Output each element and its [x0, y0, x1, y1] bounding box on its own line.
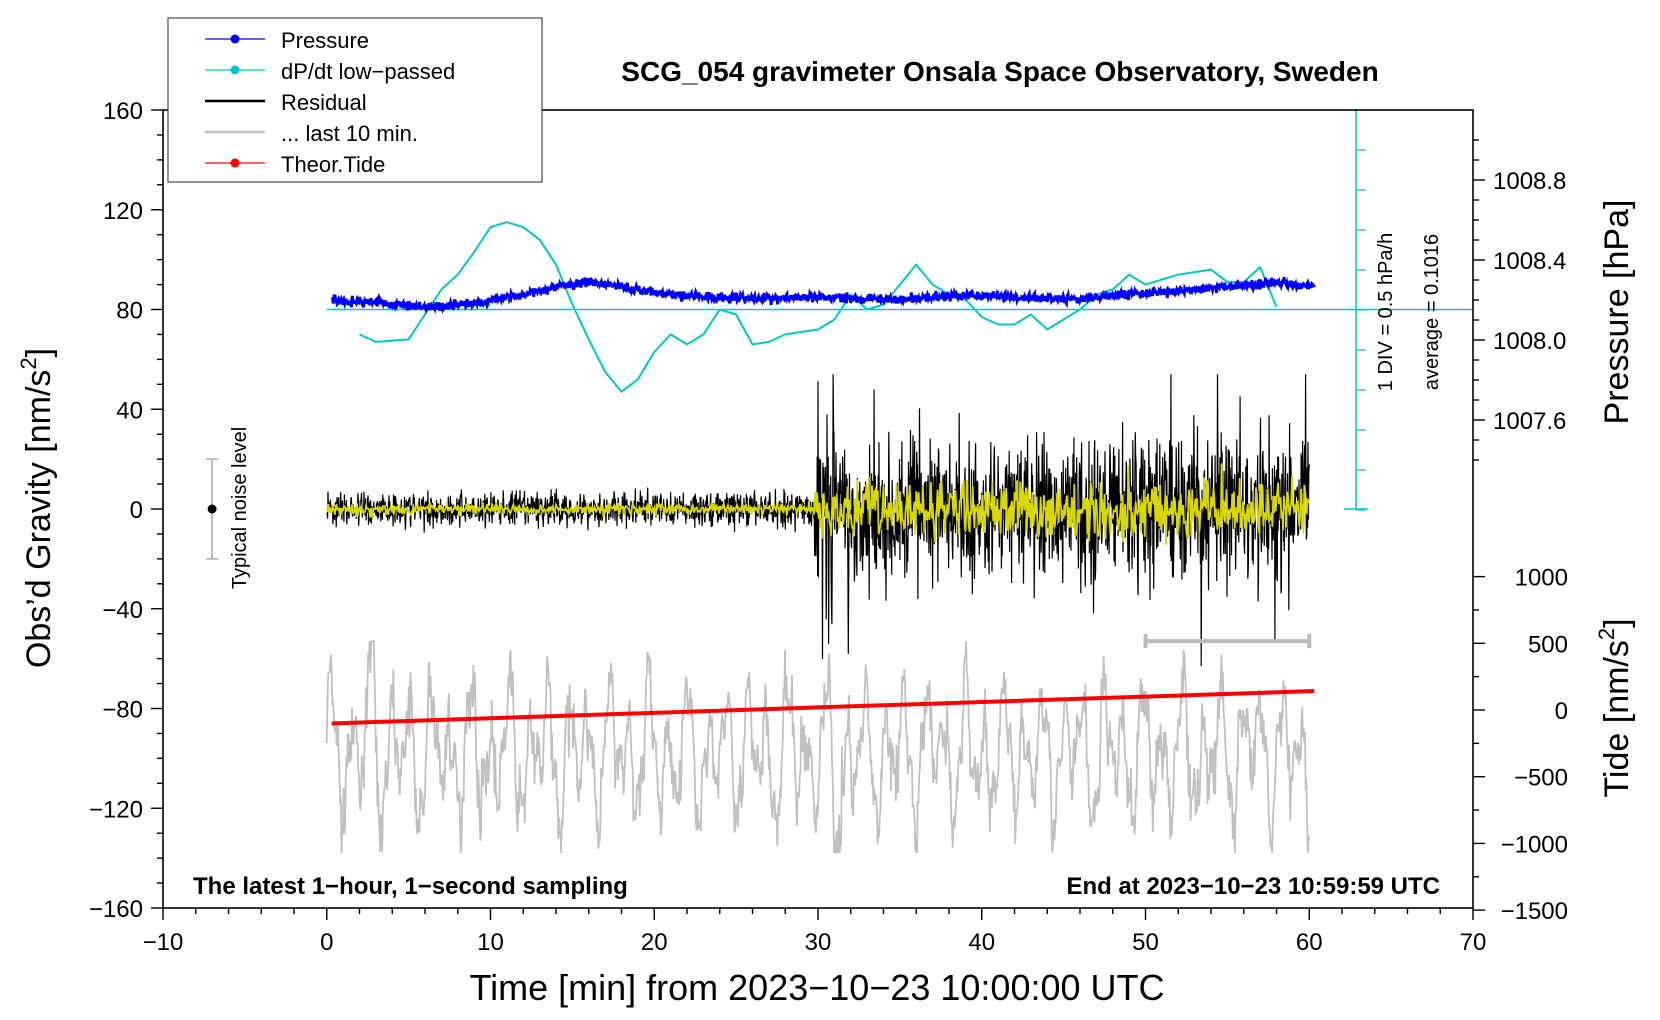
tide-label-bracket: ]: [1598, 618, 1636, 627]
y-tick-label: 40: [116, 397, 143, 424]
y-tick-label: 160: [103, 98, 143, 125]
y-axis-label-gravity: Obs’d Gravity [nm/s2]: [16, 348, 58, 668]
y-tick-label: 80: [116, 298, 143, 325]
chart-title: SCG_054 gravimeter Onsala Space Observat…: [621, 56, 1378, 87]
tide-tick-label: 0: [1555, 698, 1568, 725]
y-axis-label-bracket: ]: [20, 348, 58, 357]
legend-tide-marker: [230, 158, 240, 168]
x-tick-label: 30: [805, 929, 832, 956]
y-axis-label-superscript: 2: [16, 357, 41, 369]
legend: Pressure dP/dt low−passed Residual ... l…: [167, 17, 543, 183]
x-tick-label: 60: [1296, 929, 1323, 956]
dpdt-series-line: [359, 221, 1278, 393]
pressure-series-line: [330, 276, 1316, 315]
tide-label-superscript: 2: [1594, 628, 1619, 640]
tide-tick-label: −500: [1514, 765, 1568, 792]
y-tick-label: −80: [102, 697, 143, 724]
pressure-tick-label: 1008.8: [1493, 168, 1566, 195]
legend-pressure-marker: [230, 34, 240, 44]
pressure-tick-label: 1007.6: [1493, 408, 1566, 435]
legend-last10-label: ... last 10 min.: [281, 121, 418, 146]
x-tick-label: 70: [1460, 929, 1487, 956]
y-axis-label-tide: Tide [nm/s2]: [1594, 618, 1636, 797]
y-axis-label-text: Obs’d Gravity [nm/s: [20, 370, 58, 669]
x-tick-label: 0: [320, 929, 333, 956]
axis-layer: −10 0 10 20 30 40 50 60 70 160 120 80 40 0 −40 −80 −120 −…: [89, 98, 1568, 956]
y-axis-label-pressure: Pressure [hPa]: [1598, 200, 1636, 425]
legend-pressure-label: Pressure: [281, 28, 369, 53]
y-tick-label: −160: [89, 896, 143, 923]
end-time-note: End at 2023−10−23 10:59:59 UTC: [1066, 873, 1440, 900]
y-tick-label: 120: [103, 198, 143, 225]
tide-tick-label: −1000: [1501, 831, 1568, 858]
tide-tick-label: 500: [1528, 631, 1568, 658]
legend-dpdt-label: dP/dt low−passed: [281, 59, 455, 84]
legend-entry-tide: Theor.Tide: [205, 152, 385, 177]
x-tick-label: 50: [1132, 929, 1159, 956]
legend-entry-residual: Residual: [205, 90, 367, 115]
legend-dpdt-marker: [230, 65, 240, 75]
legend-entry-dpdt: dP/dt low−passed: [205, 59, 455, 84]
tide-label-text: Tide [nm/s: [1598, 640, 1636, 797]
pressure-tick-label: 1008.4: [1493, 248, 1566, 275]
x-tick-label: −10: [143, 929, 184, 956]
x-tick-label: 20: [641, 929, 668, 956]
pressure-tick-label: 1008.0: [1493, 328, 1566, 355]
y-tick-label: −120: [89, 796, 143, 823]
plot-layer: [206, 109, 1473, 854]
legend-tide-label: Theor.Tide: [281, 152, 385, 177]
tide-series-line: [331, 689, 1315, 726]
x-axis-label: Time [min] from 2023−10−23 10:00:00 UTC: [469, 967, 1164, 1008]
x-tick-label: 40: [968, 929, 995, 956]
residual-smoothed-trace: [325, 463, 1311, 545]
tide-tick-label: 1000: [1515, 565, 1568, 592]
tide-tick-label: −1500: [1501, 898, 1568, 925]
average-label: average = 0.1016: [1421, 234, 1443, 390]
y-tick-label: 0: [130, 497, 143, 524]
sampling-note: The latest 1−hour, 1−second sampling: [193, 873, 628, 900]
noise-bar-point: [207, 504, 217, 514]
legend-entry-pressure: Pressure: [205, 28, 369, 53]
y-tick-label: −40: [102, 597, 143, 624]
legend-entry-last10: ... last 10 min.: [205, 121, 418, 146]
div-label: 1 DIV = 0.5 hPa/h: [1375, 233, 1397, 391]
x-tick-label: 10: [477, 929, 504, 956]
legend-residual-label: Residual: [281, 90, 367, 115]
noise-level-label: Typical noise level: [229, 427, 251, 589]
